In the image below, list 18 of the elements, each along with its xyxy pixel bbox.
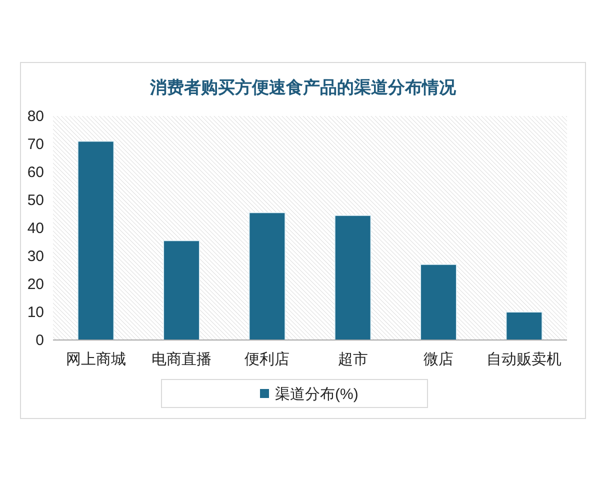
x-tick-label: 便利店 [244,351,290,368]
y-tick-label: 80 [27,108,44,125]
y-tick-label: 20 [27,276,44,293]
legend: 渠道分布(%) [161,379,428,408]
y-tick-label: 30 [27,248,44,265]
y-tick-label: 10 [27,304,44,321]
title: 消费者购买方便速食产品的渠道分布情况 [150,78,456,97]
x-tick-label: 微店 [424,351,454,368]
y-tick-label: 50 [27,192,44,209]
x-tick-label: 超市 [338,351,368,368]
y-tick-label: 0 [36,332,44,349]
y-tick-label: 60 [27,164,44,181]
x-tick-label: 自动贩卖机 [486,351,562,368]
x-tick-label: 网上商城 [66,351,126,368]
y-tick-label: 40 [27,220,44,237]
legend-label: 渠道分布(%) [275,386,358,403]
y-tick-label: 70 [27,136,44,153]
x-tick-label: 电商直播 [152,351,212,368]
